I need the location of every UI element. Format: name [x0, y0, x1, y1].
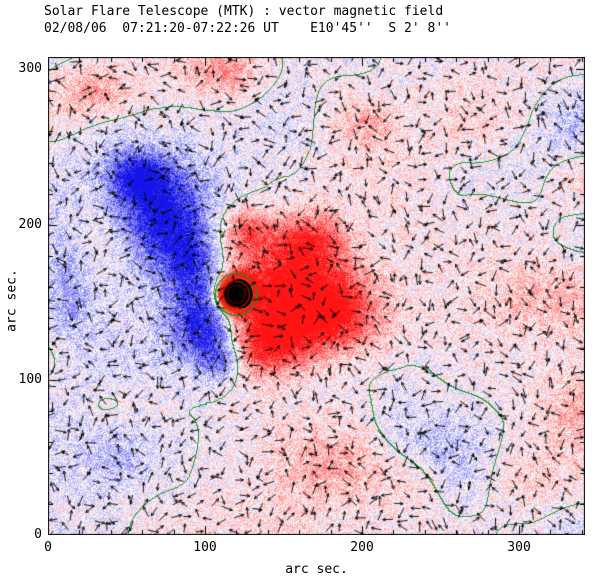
- chart-title: Solar Flare Telescope (MTK) : vector mag…: [44, 4, 444, 19]
- x-axis-tick-label: 200: [350, 540, 374, 555]
- x-axis-tick-label: 0: [44, 540, 52, 555]
- magnetogram-plot-canvas: [48, 57, 585, 535]
- y-axis-tick-label: 200: [18, 216, 42, 232]
- x-axis-tick-label: 300: [507, 540, 531, 555]
- x-axis-tick-label: 100: [193, 540, 217, 555]
- y-axis-tick-label: 300: [18, 61, 42, 77]
- chart-subtitle: 02/08/06 07:21:20-07:22:26 UT E10'45'' S…: [44, 21, 451, 36]
- y-axis-tick-label: 0: [34, 527, 42, 542]
- x-axis-label: arc sec.: [285, 562, 348, 577]
- y-axis-tick-label: 100: [18, 371, 42, 387]
- y-axis-label: arc sec.: [4, 269, 20, 332]
